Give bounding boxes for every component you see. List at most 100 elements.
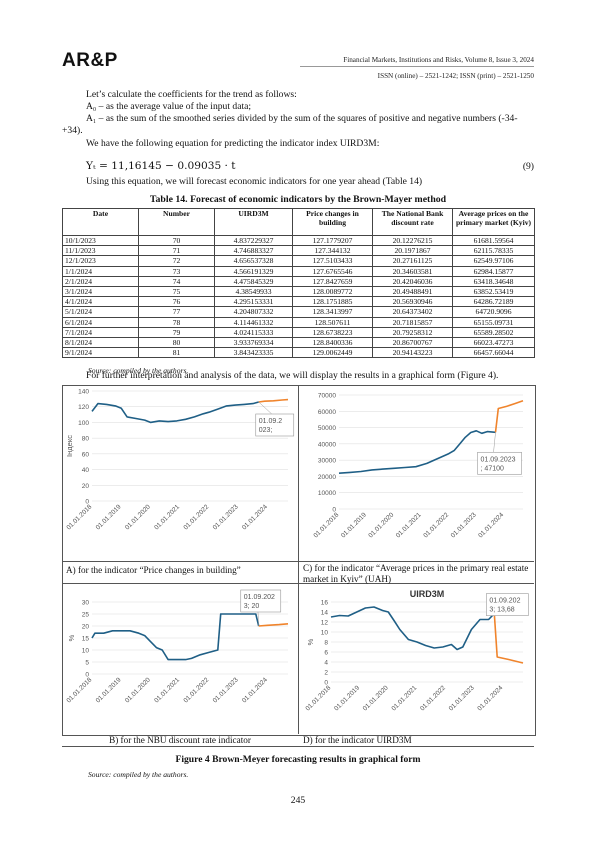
cell-discount-rate: 20.94143223 <box>372 347 453 359</box>
x-tick-label: 01.01.2022 <box>422 511 450 539</box>
x-tick-label: 01.01.2023 <box>212 676 240 704</box>
cell-number: 74 <box>138 275 215 288</box>
paragraph-a0: A₀ – as the average value of the input d… <box>86 101 252 112</box>
annotation-text: 3; 13,68 <box>489 607 514 614</box>
chart-average-prices: 0 10000 20000 30000 40000 50000 60000 70000 01.0… <box>312 393 524 539</box>
paragraph-a1: A₁ – as the sum of the smoothed series d… <box>62 113 518 137</box>
col-header-uird3m: UIRD3M <box>214 208 293 236</box>
cell-average-prices: 64720.9096 <box>452 306 535 318</box>
cell-date: 3/1/2024 <box>62 286 139 298</box>
cell-discount-rate: 20.49488491 <box>372 286 453 298</box>
cell-average-prices: 63852.53419 <box>452 286 535 298</box>
figure-source: Source: compiled by the authors. <box>88 770 189 779</box>
cell-date: 1/1/2024 <box>62 265 139 277</box>
paragraph-forecast-intro: Using this equation, we will forecast ec… <box>86 176 423 187</box>
y-tick-label: 50000 <box>318 425 336 432</box>
table-row: 10/1/2023 70 4.837229327 127.1779207 20.1227… <box>62 234 535 247</box>
annotation-box <box>486 593 529 616</box>
table-row: 12/1/2023 72 4.656537328 127.5103433 20.2716… <box>62 255 535 267</box>
cell-uird3m: 4.204807332 <box>214 306 293 318</box>
cell-price-changes: 129.0062449 <box>292 347 373 359</box>
figure-divider-vertical <box>298 385 299 734</box>
x-tick-label: 01.01.2018 <box>312 511 340 539</box>
figure-divider-bottom <box>62 746 534 747</box>
y-tick-label: 20 <box>82 483 90 490</box>
x-tick-label: 01.01.2022 <box>419 684 447 712</box>
y-tick-label: 2 <box>324 670 328 677</box>
cell-average-prices: 64286.72189 <box>452 296 535 308</box>
cell-average-prices: 62115.78335 <box>452 245 535 257</box>
page-number: 245 <box>290 795 306 806</box>
annotation-text: 01.09.202 <box>489 598 520 605</box>
cell-uird3m: 4.38549933 <box>214 286 293 298</box>
cell-average-prices: 65589.28502 <box>452 326 535 339</box>
x-tick-label: 01.01.2024 <box>241 676 269 704</box>
table-row: 11/1/2023 71 4.746883327 127.344132 20.19718… <box>62 245 535 257</box>
y-tick-label: 70000 <box>318 393 336 400</box>
paragraph-equation-intro: We have the following equation for predi… <box>86 138 380 149</box>
cell-date: 6/1/2024 <box>62 316 139 328</box>
annotation-leader <box>258 401 272 415</box>
journal-issn: ISSN (online) – 2521-1242; ISSN (print) … <box>377 72 534 80</box>
cell-uird3m: 4.656537328 <box>214 255 293 267</box>
annotation-box <box>240 589 282 613</box>
y-tick-label: 0 <box>332 507 336 514</box>
x-tick-label: 01.01.2024 <box>241 503 269 531</box>
y-tick-label: 4 <box>324 660 328 667</box>
table-row: 5/1/2024 77 4.204807332 128.3413997 20.64373… <box>62 306 535 318</box>
table-row: 3/1/2024 75 4.38549933 128.0089772 20.494884… <box>62 286 535 298</box>
cell-discount-rate: 20.79258312 <box>372 326 453 339</box>
annotation-text: ; 47100 <box>481 465 504 472</box>
cell-date: 10/1/2023 <box>62 234 139 247</box>
y-tick-label: 10 <box>82 648 90 655</box>
cell-price-changes: 127.8427659 <box>292 275 373 288</box>
y-tick-label: 60 <box>82 451 90 458</box>
x-tick-label: 01.01.2023 <box>450 511 478 539</box>
annotation-text: 01.09.2023 <box>481 456 516 463</box>
cell-uird3m: 4.295153331 <box>214 296 293 308</box>
y-axis-label: % <box>306 638 315 645</box>
figure-divider-top <box>62 561 534 562</box>
cell-date: 11/1/2023 <box>62 245 139 257</box>
cell-price-changes: 127.6765546 <box>292 265 373 277</box>
y-tick-label: 0 <box>85 672 89 679</box>
cell-number: 72 <box>138 255 215 267</box>
cell-number: 77 <box>138 306 215 318</box>
cell-uird3m: 4.475845329 <box>214 275 293 288</box>
x-tick-label: 01.01.2019 <box>95 676 123 704</box>
figure-frame <box>62 385 536 736</box>
x-tick-label: 01.01.2019 <box>340 511 368 539</box>
x-tick-label: 01.01.2022 <box>182 503 210 531</box>
y-tick-label: 10 <box>321 630 329 637</box>
cell-date: 12/1/2023 <box>62 255 139 267</box>
y-tick-label: 8 <box>324 640 328 647</box>
cell-uird3m: 3.933769334 <box>214 337 293 349</box>
actual-series-line <box>91 613 260 661</box>
y-tick-label: 0 <box>324 680 328 687</box>
cell-number: 73 <box>138 265 215 277</box>
cell-uird3m: 4.746883327 <box>214 245 293 257</box>
table-row: 9/1/2024 81 3.843423335 129.0062449 20.94143… <box>62 347 535 359</box>
cell-number: 78 <box>138 316 215 328</box>
cell-number: 70 <box>138 234 215 247</box>
figure-caption: Figure 4 Brown-Meyer forecasting results… <box>175 754 421 765</box>
table-title: Table 14. Forecast of economic indicator… <box>149 194 447 205</box>
cell-discount-rate: 20.1971867 <box>372 245 453 257</box>
x-tick-label: 01.01.2022 <box>182 676 210 704</box>
table-row: 8/1/2024 80 3.933769334 128.8400336 20.86700… <box>62 337 535 349</box>
cell-discount-rate: 20.86700767 <box>372 337 453 349</box>
actual-series-line <box>91 401 259 424</box>
cell-number: 71 <box>138 245 215 257</box>
y-tick-label: 12 <box>321 620 329 627</box>
cell-uird3m: 3.843423335 <box>214 347 293 359</box>
cell-price-changes: 127.344132 <box>292 245 373 257</box>
cell-uird3m: 4.566191329 <box>214 265 293 277</box>
cell-average-prices: 65155.09731 <box>452 316 535 328</box>
y-tick-label: 20000 <box>318 474 336 481</box>
y-tick-label: 40000 <box>318 441 336 448</box>
paragraph-figure-intro: For further interpretation and analysis … <box>86 370 499 381</box>
y-tick-label: 5 <box>85 660 89 667</box>
col-header-discount-rate: The National Bank discount rate <box>372 208 453 236</box>
